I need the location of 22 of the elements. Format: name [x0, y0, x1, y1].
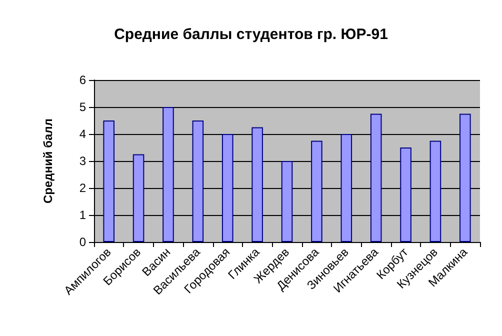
y-tick-label: 1: [79, 208, 86, 222]
bar: [192, 120, 204, 242]
y-tick-label: 6: [79, 73, 86, 87]
bar: [460, 114, 471, 242]
y-tick-label: 4: [79, 127, 86, 141]
bar: [400, 148, 412, 242]
bar: [132, 154, 144, 242]
y-tick-label: 3: [79, 154, 86, 168]
bar: [103, 120, 114, 242]
bar: [252, 127, 263, 242]
bar: [281, 161, 293, 242]
y-axis-title: Средний балл: [41, 118, 55, 204]
bar: [370, 114, 382, 242]
y-tick-label: 5: [79, 100, 86, 114]
bar: [222, 134, 234, 242]
y-tick-label: 2: [79, 181, 86, 195]
bar: [340, 134, 352, 242]
bar: [311, 140, 322, 242]
bar: [162, 107, 174, 242]
bar: [430, 140, 442, 242]
y-tick-label: 0: [79, 235, 86, 249]
chart-title: Средние баллы студентов гр. ЮР-91: [114, 26, 388, 43]
